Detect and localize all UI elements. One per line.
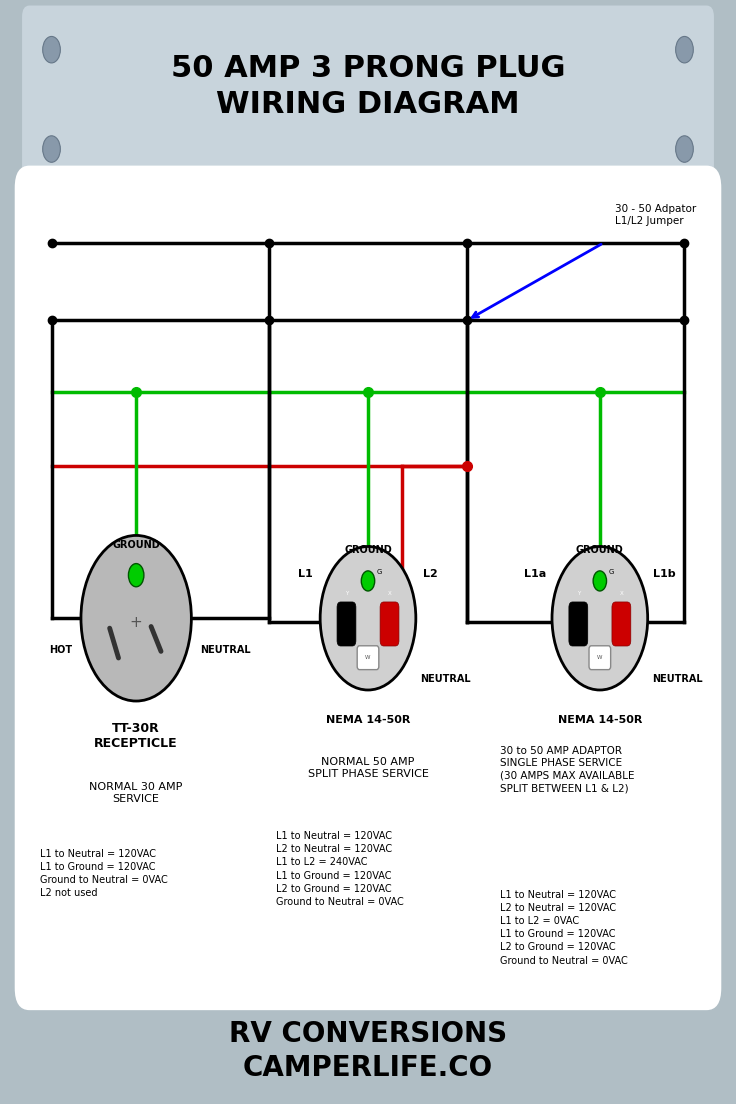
Text: G: G — [609, 569, 615, 575]
Text: NEUTRAL: NEUTRAL — [199, 645, 250, 655]
Text: HOT: HOT — [49, 645, 73, 655]
FancyBboxPatch shape — [569, 602, 588, 646]
Circle shape — [320, 546, 416, 690]
Text: CAMPERLIFE.CO: CAMPERLIFE.CO — [243, 1053, 493, 1082]
Text: X: X — [388, 592, 392, 596]
Text: 50 AMP 3 PRONG PLUG
WIRING DIAGRAM: 50 AMP 3 PRONG PLUG WIRING DIAGRAM — [171, 54, 565, 118]
Text: 30 to 50 AMP ADAPTOR
SINGLE PHASE SERVICE
(30 AMPS MAX AVAILABLE
SPLIT BETWEEN L: 30 to 50 AMP ADAPTOR SINGLE PHASE SERVIC… — [500, 746, 635, 794]
Circle shape — [81, 535, 191, 701]
Text: RV CONVERSIONS: RV CONVERSIONS — [229, 1020, 507, 1049]
Text: L2: L2 — [422, 569, 438, 578]
Text: L1a: L1a — [524, 569, 546, 578]
FancyBboxPatch shape — [15, 166, 721, 1010]
Text: G: G — [377, 569, 383, 575]
Text: L1b: L1b — [653, 569, 676, 578]
FancyBboxPatch shape — [337, 602, 356, 646]
Text: NEUTRAL: NEUTRAL — [421, 675, 471, 684]
Text: L1: L1 — [298, 569, 314, 578]
Text: TT-30R
RECEPTICLE: TT-30R RECEPTICLE — [94, 722, 178, 750]
FancyBboxPatch shape — [22, 6, 714, 182]
Text: NORMAL 30 AMP
SERVICE: NORMAL 30 AMP SERVICE — [90, 783, 183, 804]
FancyBboxPatch shape — [357, 646, 379, 670]
Text: NEMA 14-50R: NEMA 14-50R — [326, 715, 410, 725]
Circle shape — [676, 36, 693, 63]
Text: W: W — [597, 655, 603, 660]
Text: +: + — [130, 615, 143, 630]
FancyBboxPatch shape — [612, 602, 631, 646]
FancyBboxPatch shape — [380, 602, 399, 646]
Text: Y: Y — [577, 592, 580, 596]
Text: NORMAL 50 AMP
SPLIT PHASE SERVICE: NORMAL 50 AMP SPLIT PHASE SERVICE — [308, 757, 428, 778]
Text: L1 to Neutral = 120VAC
L1 to Ground = 120VAC
Ground to Neutral = 0VAC
L2 not use: L1 to Neutral = 120VAC L1 to Ground = 12… — [40, 849, 169, 899]
Text: NEUTRAL: NEUTRAL — [652, 675, 703, 684]
Text: GROUND: GROUND — [576, 545, 623, 555]
Text: GROUND: GROUND — [344, 545, 392, 555]
Circle shape — [361, 571, 375, 591]
Circle shape — [43, 136, 60, 162]
Text: 30 - 50 Adpator
L1/L2 Jumper: 30 - 50 Adpator L1/L2 Jumper — [615, 204, 696, 226]
Circle shape — [676, 136, 693, 162]
Text: Y: Y — [345, 592, 348, 596]
Circle shape — [43, 36, 60, 63]
Circle shape — [552, 546, 648, 690]
FancyBboxPatch shape — [589, 646, 611, 670]
Text: L1 to Neutral = 120VAC
L2 to Neutral = 120VAC
L1 to L2 = 0VAC
L1 to Ground = 120: L1 to Neutral = 120VAC L2 to Neutral = 1… — [500, 890, 629, 966]
Text: GROUND: GROUND — [113, 540, 160, 551]
Text: X: X — [620, 592, 623, 596]
Text: NEMA 14-50R: NEMA 14-50R — [558, 715, 642, 725]
Circle shape — [128, 563, 144, 587]
Text: L1 to Neutral = 120VAC
L2 to Neutral = 120VAC
L1 to L2 = 240VAC
L1 to Ground = 1: L1 to Neutral = 120VAC L2 to Neutral = 1… — [276, 831, 404, 907]
Circle shape — [593, 571, 606, 591]
Text: W: W — [365, 655, 371, 660]
